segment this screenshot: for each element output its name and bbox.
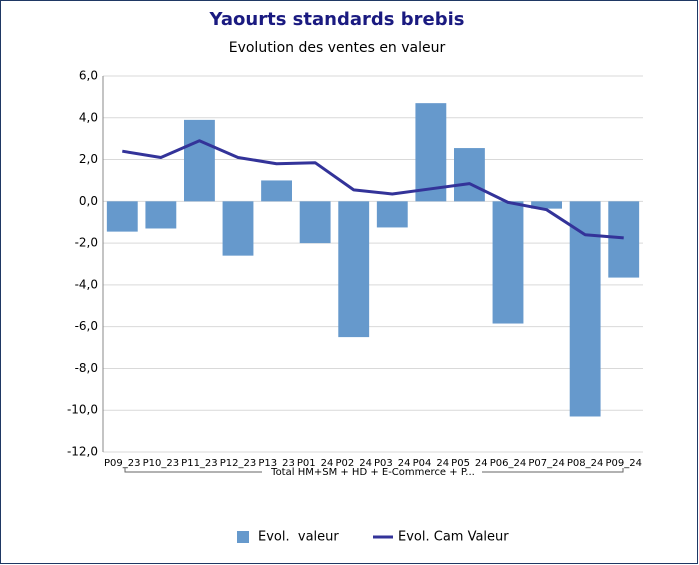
bar: [106, 201, 138, 232]
y-tick-label: -2,0: [75, 236, 98, 250]
y-tick-label: -10,0: [67, 403, 98, 417]
bar: [184, 119, 215, 202]
y-tick-label: -12,0: [67, 445, 98, 459]
group-label-bg: [262, 466, 482, 478]
x-tick-label: P12_23: [220, 458, 256, 469]
x-tick-label: P11_23: [181, 458, 217, 469]
bar: [376, 201, 408, 228]
bar: [569, 201, 601, 417]
x-tick-label: P05_24: [451, 458, 487, 469]
legend-swatch: [237, 531, 249, 543]
x-tick-label: P03_24: [374, 458, 410, 469]
legend-label: Evol. valeur: [258, 530, 339, 545]
bar: [454, 148, 485, 202]
y-tick-label: -8,0: [75, 361, 98, 375]
y-tick-label: -6,0: [75, 319, 98, 333]
bar: [299, 201, 331, 244]
bar: [222, 201, 254, 256]
bar: [145, 201, 177, 229]
bar: [415, 103, 447, 202]
x-tick-label: P01_24: [297, 458, 333, 469]
chart-title: Yaourts standards brebis: [209, 9, 465, 30]
x-tick-label: P13_23: [258, 458, 294, 469]
x-tick-label: P08_24: [567, 458, 603, 469]
group-label: Total HM+SM + HD + E-Commerce + P...: [270, 467, 475, 478]
bar: [261, 180, 292, 202]
y-tick-label: 0,0: [79, 194, 98, 208]
legend-label: Evol. Cam Valeur: [398, 530, 509, 545]
y-tick-label: 6,0: [79, 69, 98, 83]
bar: [338, 201, 370, 338]
y-tick-label: 4,0: [79, 110, 98, 124]
x-tick-label: P09_23: [104, 458, 140, 469]
chart-subtitle: Evolution des ventes en valeur: [229, 40, 446, 56]
bar: [608, 201, 640, 278]
x-tick-label: P02_24: [335, 458, 371, 469]
bar: [531, 201, 562, 209]
y-tick-label: -4,0: [75, 277, 98, 291]
x-tick-label: P04_24: [413, 458, 449, 469]
x-tick-label: P07_24: [528, 458, 564, 469]
bar: [492, 201, 524, 324]
x-tick-label: P10_23: [143, 458, 179, 469]
line: [122, 139, 624, 240]
x-tick-label: P09_24: [605, 458, 641, 469]
x-tick-label: P06_24: [490, 458, 526, 469]
y-tick-label: 2,0: [79, 152, 98, 166]
